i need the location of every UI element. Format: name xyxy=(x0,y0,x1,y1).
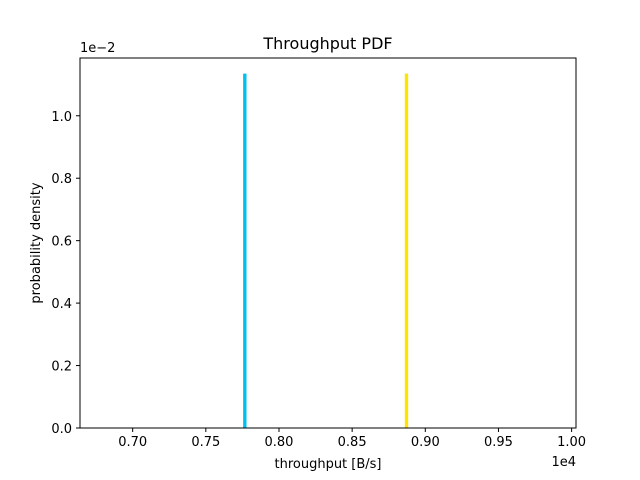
x-tick-label: 1.00 xyxy=(557,435,586,450)
x-tick-label: 0.75 xyxy=(191,435,220,450)
y-tick-label: 0.2 xyxy=(51,360,72,375)
x-offset-label: 1e4 xyxy=(551,455,576,470)
x-tick-label: 0.95 xyxy=(484,435,513,450)
y-tick-label: 1.0 xyxy=(51,110,72,125)
y-tick-label: 0.6 xyxy=(51,235,72,250)
histogram-bar-1 xyxy=(243,73,247,428)
x-tick-label: 0.85 xyxy=(338,435,367,450)
x-tick-label: 0.80 xyxy=(265,435,294,450)
x-tick-label: 0.70 xyxy=(118,435,147,450)
bars-group xyxy=(243,73,409,428)
y-axis-ticks: 0.0 0.2 0.4 0.6 0.8 1.0 xyxy=(51,110,80,437)
y-axis-label: probability density xyxy=(29,182,44,303)
y-offset-label: 1e−2 xyxy=(80,41,115,56)
y-tick-label: 0.0 xyxy=(51,422,72,437)
y-tick-label: 0.4 xyxy=(51,297,72,312)
x-axis-label: throughput [B/s] xyxy=(274,457,381,472)
histogram-bar-2 xyxy=(404,73,409,428)
x-axis-ticks: 0.70 0.75 0.80 0.85 0.90 0.95 1.00 xyxy=(118,428,586,450)
plot-frame xyxy=(79,57,577,429)
chart-title: Throughput PDF xyxy=(262,34,392,53)
x-tick-label: 0.90 xyxy=(411,435,440,450)
y-tick-label: 0.8 xyxy=(51,172,72,187)
